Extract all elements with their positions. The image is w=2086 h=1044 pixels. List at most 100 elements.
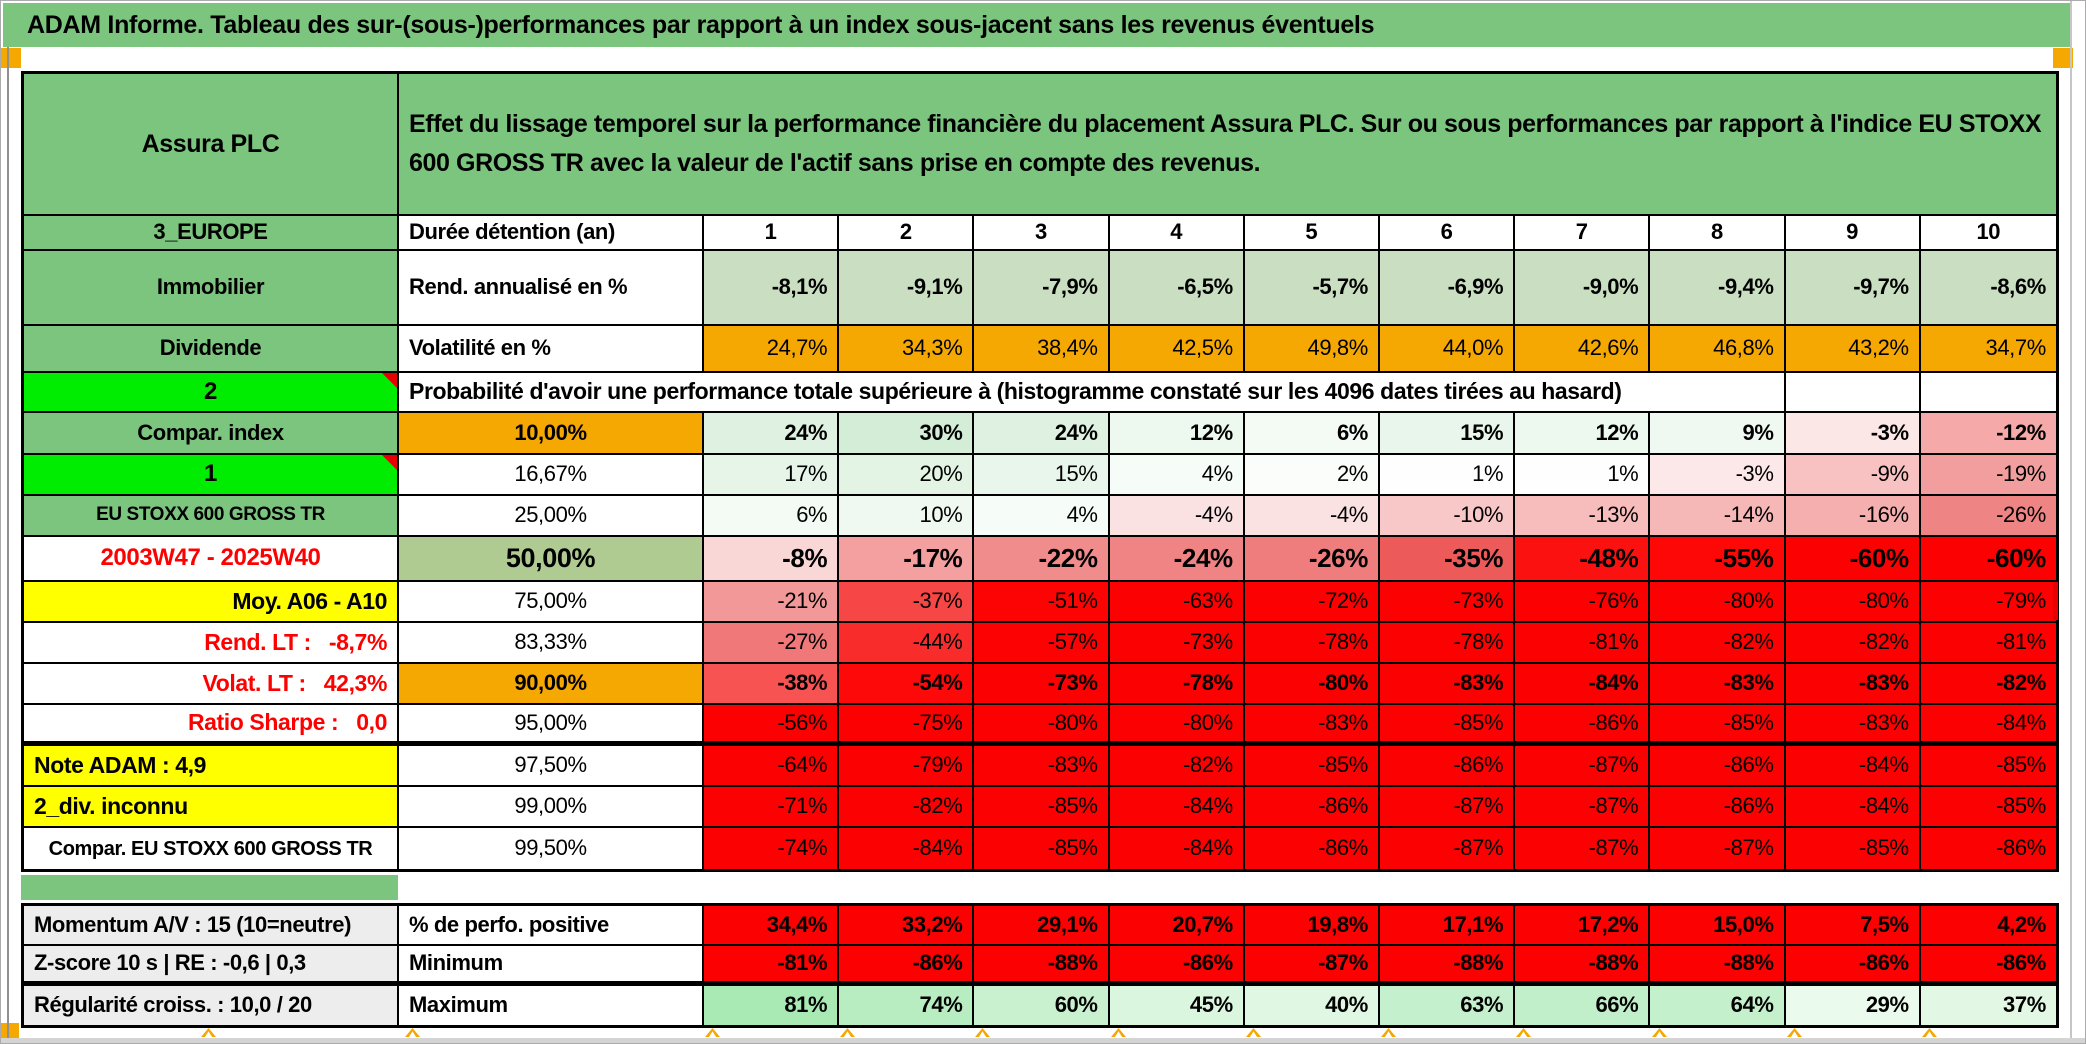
p8333-year-6[interactable]: -78% <box>1379 623 1516 664</box>
p8333-threshold[interactable]: 83,33% <box>399 623 704 664</box>
p10-year-10[interactable]: -12% <box>1920 413 2056 455</box>
p25-year-7[interactable]: -13% <box>1515 496 1651 537</box>
annualized-return-year-1[interactable]: -8,1% <box>704 251 840 326</box>
annualized-return-year-9[interactable]: -9,7% <box>1785 251 1921 326</box>
perf-positive-year-5[interactable]: 19,8% <box>1244 906 1380 946</box>
p90-year-8[interactable]: -83% <box>1650 664 1786 705</box>
minimum-year-4[interactable]: -86% <box>1109 946 1245 986</box>
p1667-year-2[interactable]: 20% <box>839 455 975 496</box>
p90-year-6[interactable]: -83% <box>1379 664 1516 705</box>
p50-year-4[interactable]: -24% <box>1109 537 1245 582</box>
p9750-label[interactable]: Note ADAM : 4,9 <box>24 746 399 787</box>
minimum-year-9[interactable]: -86% <box>1785 946 1921 986</box>
perf-positive-year-9[interactable]: 7,5% <box>1785 906 1921 946</box>
p10-year-3[interactable]: 24% <box>974 413 1110 455</box>
p50-threshold[interactable]: 50,00% <box>399 537 704 582</box>
volatility-threshold[interactable]: Volatilité en % <box>399 326 704 373</box>
p90-year-2[interactable]: -54% <box>839 664 975 705</box>
perf-positive-threshold[interactable]: % de perfo. positive <box>399 906 704 946</box>
duration-year-8[interactable]: 8 <box>1650 216 1786 251</box>
p75-year-2[interactable]: -37% <box>839 582 975 623</box>
p99-year-1[interactable]: -71% <box>704 787 840 828</box>
perf-positive-year-8[interactable]: 15,0% <box>1650 906 1786 946</box>
annualized-return-threshold[interactable]: Rend. annualisé en % <box>399 251 704 326</box>
p75-year-6[interactable]: -73% <box>1379 582 1516 623</box>
p9950-year-9[interactable]: -85% <box>1785 828 1921 869</box>
p50-year-1[interactable]: -8% <box>704 537 840 582</box>
p95-label[interactable]: Ratio Sharpe : 0,0 <box>24 705 399 746</box>
p9750-year-5[interactable]: -85% <box>1244 746 1380 787</box>
p25-year-6[interactable]: -10% <box>1379 496 1516 537</box>
perf-positive-year-1[interactable]: 34,4% <box>704 906 840 946</box>
header-label[interactable]: Assura PLC <box>24 74 399 216</box>
p9950-year-5[interactable]: -86% <box>1244 828 1380 869</box>
annualized-return-year-10[interactable]: -8,6% <box>1920 251 2056 326</box>
maximum-year-10[interactable]: 37% <box>1920 986 2056 1025</box>
p90-year-1[interactable]: -38% <box>704 664 840 705</box>
perf-positive-year-2[interactable]: 33,2% <box>839 906 975 946</box>
p8333-year-5[interactable]: -78% <box>1244 623 1380 664</box>
p75-threshold[interactable]: 75,00% <box>399 582 704 623</box>
p95-year-4[interactable]: -80% <box>1109 705 1245 746</box>
p9750-year-7[interactable]: -87% <box>1515 746 1651 787</box>
prob-header-label[interactable]: 2 <box>24 373 399 413</box>
duration-year-2[interactable]: 2 <box>839 216 975 251</box>
maximum-year-3[interactable]: 60% <box>974 986 1110 1025</box>
minimum-year-1[interactable]: -81% <box>704 946 840 986</box>
maximum-year-6[interactable]: 63% <box>1379 986 1516 1025</box>
p25-label[interactable]: EU STOXX 600 GROSS TR <box>24 496 399 537</box>
p95-year-3[interactable]: -80% <box>974 705 1110 746</box>
p75-year-1[interactable]: -21% <box>704 582 840 623</box>
maximum-year-2[interactable]: 74% <box>839 986 975 1025</box>
p99-year-3[interactable]: -85% <box>974 787 1110 828</box>
p50-label[interactable]: 2003W47 - 2025W40 <box>24 537 399 582</box>
p8333-year-9[interactable]: -82% <box>1785 623 1921 664</box>
p50-year-6[interactable]: -35% <box>1379 537 1516 582</box>
p1667-threshold[interactable]: 16,67% <box>399 455 704 496</box>
p99-year-9[interactable]: -84% <box>1785 787 1921 828</box>
p99-year-10[interactable]: -85% <box>1920 787 2056 828</box>
p75-year-7[interactable]: -76% <box>1515 582 1651 623</box>
duration-year-1[interactable]: 1 <box>704 216 840 251</box>
p25-year-10[interactable]: -26% <box>1920 496 2056 537</box>
p9750-year-8[interactable]: -86% <box>1650 746 1786 787</box>
p8333-year-2[interactable]: -44% <box>839 623 975 664</box>
maximum-year-5[interactable]: 40% <box>1244 986 1380 1025</box>
p9750-year-6[interactable]: -86% <box>1379 746 1516 787</box>
p25-year-1[interactable]: 6% <box>704 496 840 537</box>
p75-year-4[interactable]: -63% <box>1109 582 1245 623</box>
p1667-year-1[interactable]: 17% <box>704 455 840 496</box>
perf-positive-year-3[interactable]: 29,1% <box>974 906 1110 946</box>
p9950-year-6[interactable]: -87% <box>1379 828 1516 869</box>
volatility-year-5[interactable]: 49,8% <box>1244 326 1380 373</box>
p10-year-1[interactable]: 24% <box>704 413 840 455</box>
p25-year-5[interactable]: -4% <box>1244 496 1380 537</box>
p50-year-3[interactable]: -22% <box>974 537 1110 582</box>
minimum-year-7[interactable]: -88% <box>1515 946 1651 986</box>
p9950-year-2[interactable]: -84% <box>839 828 975 869</box>
minimum-year-8[interactable]: -88% <box>1650 946 1786 986</box>
p99-label[interactable]: 2_div. inconnu <box>24 787 399 828</box>
volatility-year-10[interactable]: 34,7% <box>1920 326 2056 373</box>
minimum-year-10[interactable]: -86% <box>1920 946 2056 986</box>
p99-threshold[interactable]: 99,00% <box>399 787 704 828</box>
duration-year-7[interactable]: 7 <box>1515 216 1651 251</box>
p1667-year-3[interactable]: 15% <box>974 455 1110 496</box>
p90-threshold[interactable]: 90,00% <box>399 664 704 705</box>
p9950-year-10[interactable]: -86% <box>1920 828 2056 869</box>
p8333-label[interactable]: Rend. LT : -8,7% <box>24 623 399 664</box>
p99-year-6[interactable]: -87% <box>1379 787 1516 828</box>
prob-header-empty-1[interactable] <box>1785 373 1921 413</box>
p25-year-9[interactable]: -16% <box>1785 496 1921 537</box>
volatility-year-6[interactable]: 44,0% <box>1379 326 1516 373</box>
p95-year-10[interactable]: -84% <box>1920 705 2056 746</box>
p1667-year-10[interactable]: -19% <box>1920 455 2056 496</box>
p9950-threshold[interactable]: 99,50% <box>399 828 704 869</box>
perf-positive-year-7[interactable]: 17,2% <box>1515 906 1651 946</box>
p9750-year-3[interactable]: -83% <box>974 746 1110 787</box>
p10-year-7[interactable]: 12% <box>1515 413 1651 455</box>
minimum-year-5[interactable]: -87% <box>1244 946 1380 986</box>
p75-year-10[interactable]: -79% <box>1920 582 2056 623</box>
p90-year-10[interactable]: -82% <box>1920 664 2056 705</box>
duration-year-5[interactable]: 5 <box>1244 216 1380 251</box>
